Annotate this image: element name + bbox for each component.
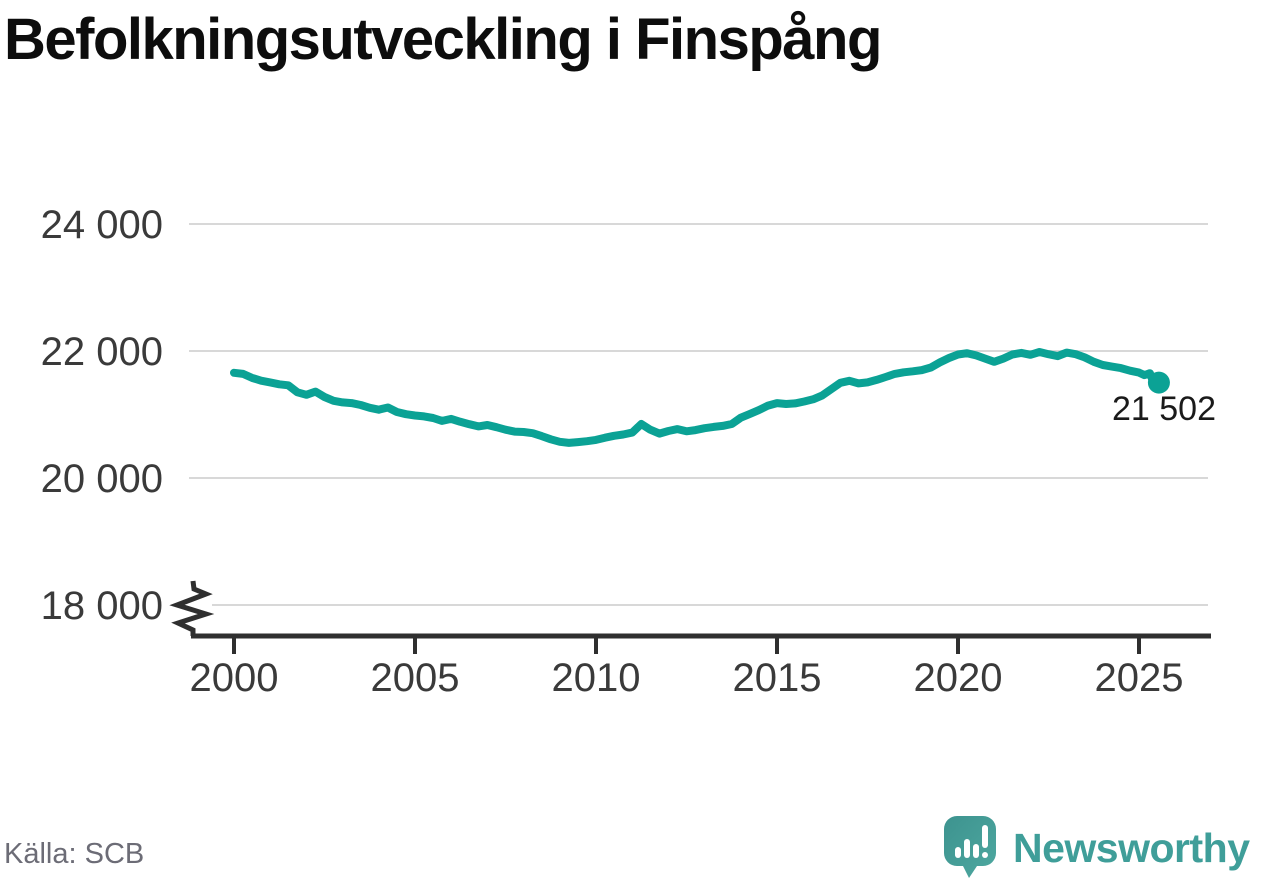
- population-line-chart: 18 000 20 000 22 000 24 000 2000 2005 2010 201…: [41, 203, 1216, 700]
- y-axis-tick-label: 24 000: [41, 203, 163, 247]
- x-axis-tick-label: 2000: [190, 656, 279, 700]
- bar-icon-1: [955, 847, 961, 858]
- bar-icon-3: [973, 844, 979, 858]
- end-point-value-label: 21 502: [1112, 390, 1216, 428]
- y-axis-labels-layer: 18 000 20 000 22 000 24 000: [41, 203, 163, 628]
- x-axis-tick-label: 2010: [552, 656, 641, 700]
- data-series-layer: [230, 348, 1170, 447]
- newsworthy-logo: Newsworthy: [944, 816, 1250, 879]
- newsworthy-bubble-chart-icon: [944, 816, 996, 878]
- end-point-dot: [1147, 371, 1170, 394]
- y-axis-tick-label: 18 000: [41, 584, 163, 628]
- y-axis-tick-label: 22 000: [41, 330, 163, 374]
- x-axis-tick-label: 2020: [914, 656, 1003, 700]
- x-axis-tick-label: 2025: [1095, 656, 1184, 700]
- gridlines-layer: [189, 223, 1208, 606]
- x-axis-tick-label: 2005: [371, 656, 460, 700]
- y-axis-tick-label: 20 000: [41, 457, 163, 501]
- exclamation-bar-icon: [982, 825, 988, 848]
- y-axis-break-zigzag: [169, 580, 215, 636]
- source-note: Källa: SCB: [4, 838, 145, 870]
- x-axis-tick-label: 2015: [733, 656, 822, 700]
- exclamation-dot-icon: [982, 852, 988, 858]
- newsworthy-wordmark: Newsworthy: [1013, 824, 1250, 871]
- chart-title: Befolkningsutveckling i Finspång: [4, 7, 882, 72]
- population-line: [230, 348, 1163, 447]
- end-point-label-layer: 21 502: [1112, 390, 1216, 428]
- x-axis-layer: 2000 2005 2010 2015 2020 2025: [190, 633, 1211, 700]
- bar-icon-2: [964, 839, 970, 858]
